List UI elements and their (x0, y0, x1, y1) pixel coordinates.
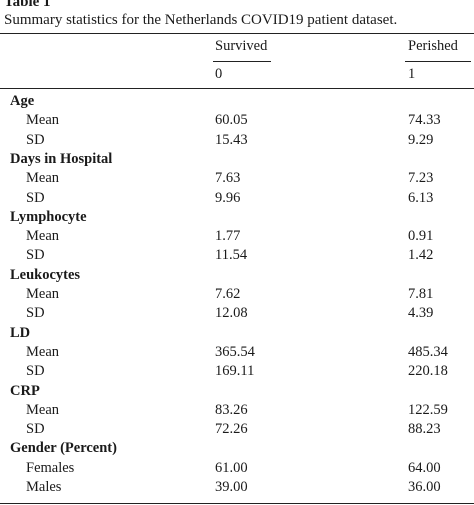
row-stat-label: Mean (26, 344, 60, 360)
group-label: Leukocytes (10, 267, 81, 283)
row-stat-label: Mean (26, 286, 60, 302)
row-stat-label: Mean (26, 112, 60, 128)
table-label: Table 1 (4, 0, 51, 10)
survived-value: 39.00 (215, 479, 248, 495)
survived-value: 11.54 (215, 247, 248, 263)
group-label: Days in Hospital (10, 151, 113, 167)
row-stat-label: SD (26, 247, 45, 263)
survived-value: 1.77 (215, 228, 241, 244)
perished-value: 4.39 (408, 305, 434, 321)
table-caption: Summary statistics for the Netherlands C… (4, 12, 398, 28)
row-stat-label: SD (26, 305, 45, 321)
perished-value: 74.33 (408, 112, 441, 128)
perished-value: 6.13 (408, 190, 434, 206)
survived-value: 15.43 (215, 132, 248, 148)
perished-value: 1.42 (408, 247, 434, 263)
perished-value: 7.81 (408, 286, 434, 302)
survived-value: 60.05 (215, 112, 248, 128)
survived-value: 169.11 (215, 363, 255, 379)
survived-value: 83.26 (215, 402, 248, 418)
group-label: Age (10, 93, 35, 109)
survived-value: 7.63 (215, 170, 241, 186)
row-stat-label: Mean (26, 402, 60, 418)
row-stat-label: SD (26, 421, 45, 437)
perished-value: 36.00 (408, 479, 441, 495)
perished-value: 0.91 (408, 228, 434, 244)
perished-value: 88.23 (408, 421, 441, 437)
header-rule (0, 88, 474, 89)
perished-value: 122.59 (408, 402, 448, 418)
survived-value: 61.00 (215, 460, 248, 476)
survived-value: 72.26 (215, 421, 248, 437)
survived-value: 7.62 (215, 286, 241, 302)
perished-value: 9.29 (408, 132, 434, 148)
column-code-perished: 1 (408, 66, 416, 82)
row-stat-label: Mean (26, 170, 60, 186)
column-header-perished: Perished (408, 38, 458, 54)
row-stat-label: SD (26, 132, 45, 148)
column-code-survived: 0 (215, 66, 223, 82)
perished-value: 485.34 (408, 344, 448, 360)
row-stat-label: Mean (26, 228, 60, 244)
group-label: LD (10, 325, 31, 341)
group-label: Gender (Percent) (10, 440, 117, 456)
row-stat-label: SD (26, 363, 45, 379)
survived-value: 12.08 (215, 305, 248, 321)
survived-value: 9.96 (215, 190, 241, 206)
perished-value: 64.00 (408, 460, 441, 476)
row-stat-label: Males (26, 479, 62, 495)
bottom-rule (0, 503, 474, 504)
column-underline-perished (405, 61, 471, 62)
row-stat-label: Females (26, 460, 75, 476)
survived-value: 365.54 (215, 344, 255, 360)
column-underline-survived (213, 61, 271, 62)
group-label: CRP (10, 383, 40, 399)
row-stat-label: SD (26, 190, 45, 206)
perished-value: 220.18 (408, 363, 448, 379)
group-label: Lymphocyte (10, 209, 87, 225)
column-header-survived: Survived (215, 38, 268, 54)
top-rule (0, 33, 474, 34)
perished-value: 7.23 (408, 170, 434, 186)
